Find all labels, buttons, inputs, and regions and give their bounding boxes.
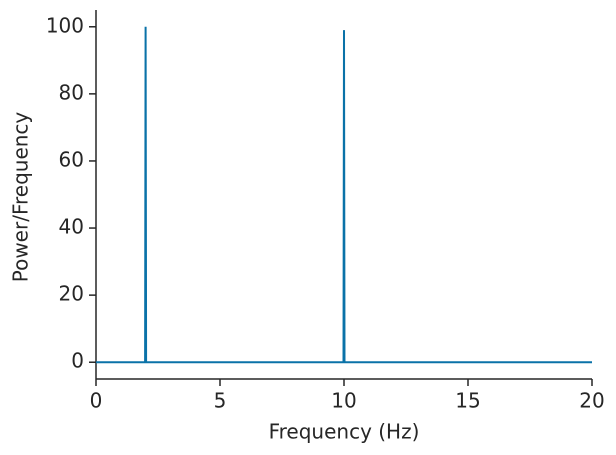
y-tick-label: 0 xyxy=(71,349,84,373)
x-tick-label: 0 xyxy=(90,389,103,413)
line-series xyxy=(96,26,592,364)
y-tick-label: 80 xyxy=(59,80,84,104)
x-tick-label: 20 xyxy=(579,389,604,413)
y-tick-label: 60 xyxy=(59,147,84,171)
y-tick-label: 40 xyxy=(59,215,84,239)
x-tick-label: 15 xyxy=(455,389,480,413)
y-axis-label: Power/Frequency xyxy=(9,112,33,283)
x-tick-label: 10 xyxy=(331,389,356,413)
y-tick-label: 100 xyxy=(46,13,84,37)
y-tick-label: 20 xyxy=(59,282,84,306)
x-axis-label: Frequency (Hz) xyxy=(269,420,420,444)
x-tick-label: 5 xyxy=(214,389,227,413)
